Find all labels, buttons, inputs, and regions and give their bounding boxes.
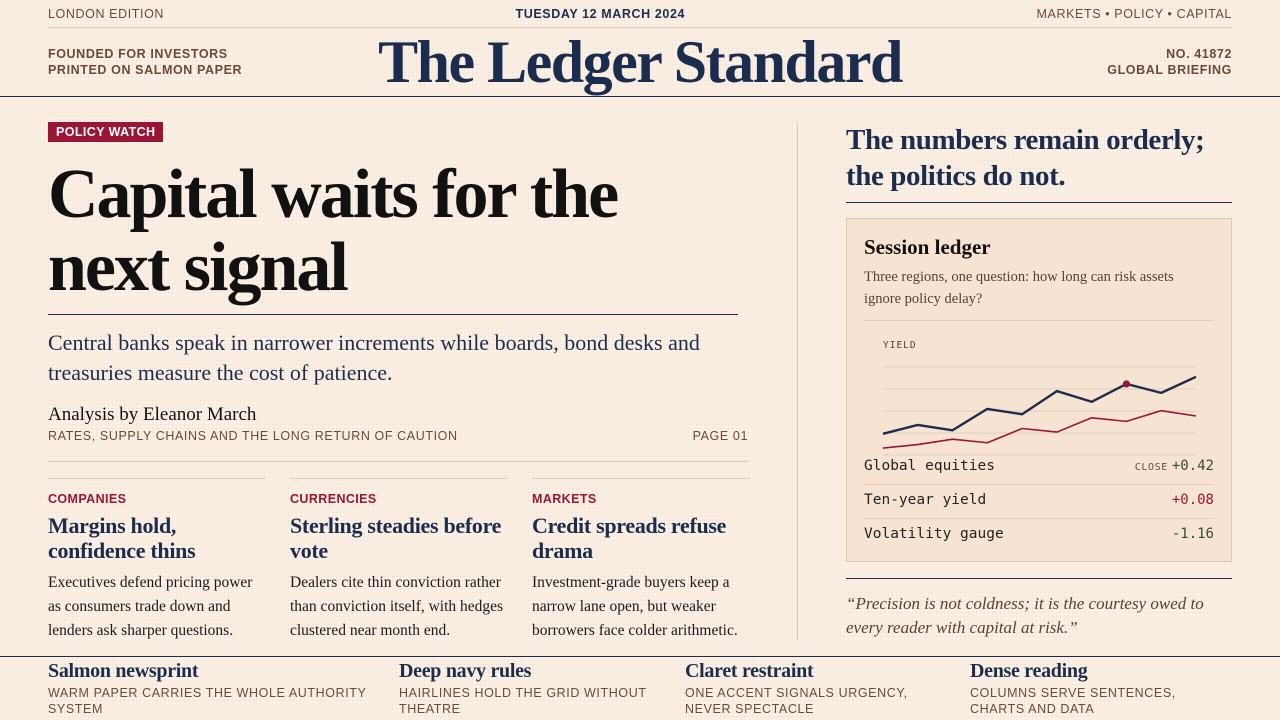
footer-title: Deep navy rules	[399, 660, 532, 682]
chart-grid	[883, 366, 1196, 456]
masthead: The Ledger Standard FOUNDED FOR INVESTOR…	[0, 28, 1280, 97]
issue-edition: GLOBAL BRIEFING	[1107, 63, 1232, 77]
story-category: COMPANIES	[48, 492, 127, 506]
row-name: Volatility gauge	[864, 526, 1004, 542]
story-category: CURRENCIES	[290, 492, 377, 506]
footer-strip: Salmon newsprint WARM PAPER CARRIES THE …	[0, 656, 1280, 720]
story-body: Executives defend pricing power as consu…	[48, 574, 253, 639]
footer-subtitle: HAIRLINES HOLD THE GRID WITHOUT THEATRE	[399, 686, 647, 716]
footer-subtitle: WARM PAPER CARRIES THE WHOLE AUTHORITY S…	[48, 686, 367, 716]
masthead-tagline: FOUNDED FOR INVESTORS PRINTED ON SALMON …	[48, 46, 242, 78]
story-column-markets[interactable]: MARKETS Credit spreads refuse drama Inve…	[532, 478, 750, 643]
chart-series-line-2	[882, 409, 1197, 449]
issue-info: NO. 41872 GLOBAL BRIEFING	[1107, 46, 1232, 78]
footer-item-claret-restraint[interactable]: Claret restraint ONE ACCENT SIGNALS URGE…	[685, 660, 925, 717]
chart-series	[882, 375, 1197, 449]
chart-series-line-1	[882, 375, 1197, 435]
section-nav[interactable]: MARKETS • POLICY • CAPITAL	[1036, 6, 1232, 21]
story-body: Dealers cite thin conviction rather than…	[290, 574, 504, 639]
row-name: Global equities	[864, 458, 995, 474]
ledger-row-volatility-gauge[interactable]: Volatility gauge -1.16	[864, 519, 1214, 553]
divider	[48, 461, 749, 462]
lead-dek: Central banks speak in narrower incremen…	[48, 330, 700, 385]
story-body: Investment-grade buyers keep a narrow la…	[532, 574, 738, 639]
story-headline[interactable]: Credit spreads refuse drama	[532, 513, 727, 563]
pull-quote: “Precision is not coldness; it is the co…	[846, 578, 1232, 640]
issue-number: NO. 41872	[1166, 47, 1232, 61]
row-value: +0.42	[1171, 458, 1214, 474]
top-bar: LONDON EDITION TUESDAY 12 MARCH 2024 MAR…	[48, 0, 1232, 28]
footer-item-deep-navy-rules[interactable]: Deep navy rules HAIRLINES HOLD THE GRID …	[399, 660, 659, 717]
lead-headline[interactable]: Capital waits for the next signal	[48, 158, 738, 315]
story-headline[interactable]: Sterling steadies before vote	[290, 513, 502, 563]
masthead-title[interactable]: The Ledger Standard	[378, 29, 903, 95]
edition-label: LONDON EDITION	[48, 6, 165, 21]
ledger-row-global-equities[interactable]: Global equities CLOSE +0.42	[864, 451, 1214, 485]
footer-item-dense-reading[interactable]: Dense reading COLUMNS SERVE SENTENCES, C…	[970, 660, 1232, 717]
story-column-companies[interactable]: COMPANIES Margins hold, confidence thins…	[48, 478, 266, 643]
ledger-rows: Global equities CLOSE +0.42 Ten-year yiel…	[864, 451, 1214, 553]
page-number: PAGE 01	[692, 429, 748, 443]
story-column-currencies[interactable]: CURRENCIES Sterling steadies before vote…	[290, 478, 508, 643]
tagline-2: PRINTED ON SALMON PAPER	[48, 63, 243, 77]
footer-title: Salmon newsprint	[48, 660, 199, 682]
lead-subline: RATES, SUPPLY CHAINS AND THE LONG RETURN…	[48, 429, 458, 443]
date-label: TUESDAY 12 MARCH 2024	[515, 6, 686, 21]
chart-marker-point[interactable]	[1122, 380, 1131, 388]
footer-item-salmon-newsprint[interactable]: Salmon newsprint WARM PAPER CARRIES THE …	[48, 660, 368, 717]
session-ledger-card: Session ledger Three regions, one questi…	[846, 218, 1232, 562]
column-divider	[797, 122, 798, 640]
footer-title: Claret restraint	[685, 660, 814, 682]
byline[interactable]: Analysis by Eleanor March	[48, 404, 257, 425]
chart-ylabel: YIELD	[883, 340, 917, 351]
ledger-row-ten-year-yield[interactable]: Ten-year yield +0.08	[864, 485, 1214, 519]
ledger-title: Session ledger	[864, 235, 991, 259]
yield-chart: YIELD	[882, 340, 1197, 456]
footer-title: Dense reading	[970, 660, 1088, 682]
close-label: CLOSE	[1134, 462, 1168, 473]
tagline-1: FOUNDED FOR INVESTORS	[48, 47, 228, 61]
row-value: +0.08	[1171, 492, 1214, 508]
story-headline[interactable]: Margins hold, confidence thins	[48, 513, 196, 563]
story-category: MARKETS	[532, 492, 597, 506]
row-value: -1.16	[1171, 526, 1214, 542]
footer-subtitle: ONE ACCENT SIGNALS URGENCY, NEVER SPECTA…	[685, 686, 908, 716]
ledger-subtitle: Three regions, one question: how long ca…	[864, 266, 1214, 321]
policy-watch-badge[interactable]: POLICY WATCH	[48, 122, 164, 142]
sidebar-headline[interactable]: The numbers remain orderly; the politics…	[846, 122, 1232, 203]
row-name: Ten-year yield	[864, 492, 987, 508]
footer-subtitle: COLUMNS SERVE SENTENCES, CHARTS AND DATA	[970, 686, 1176, 716]
